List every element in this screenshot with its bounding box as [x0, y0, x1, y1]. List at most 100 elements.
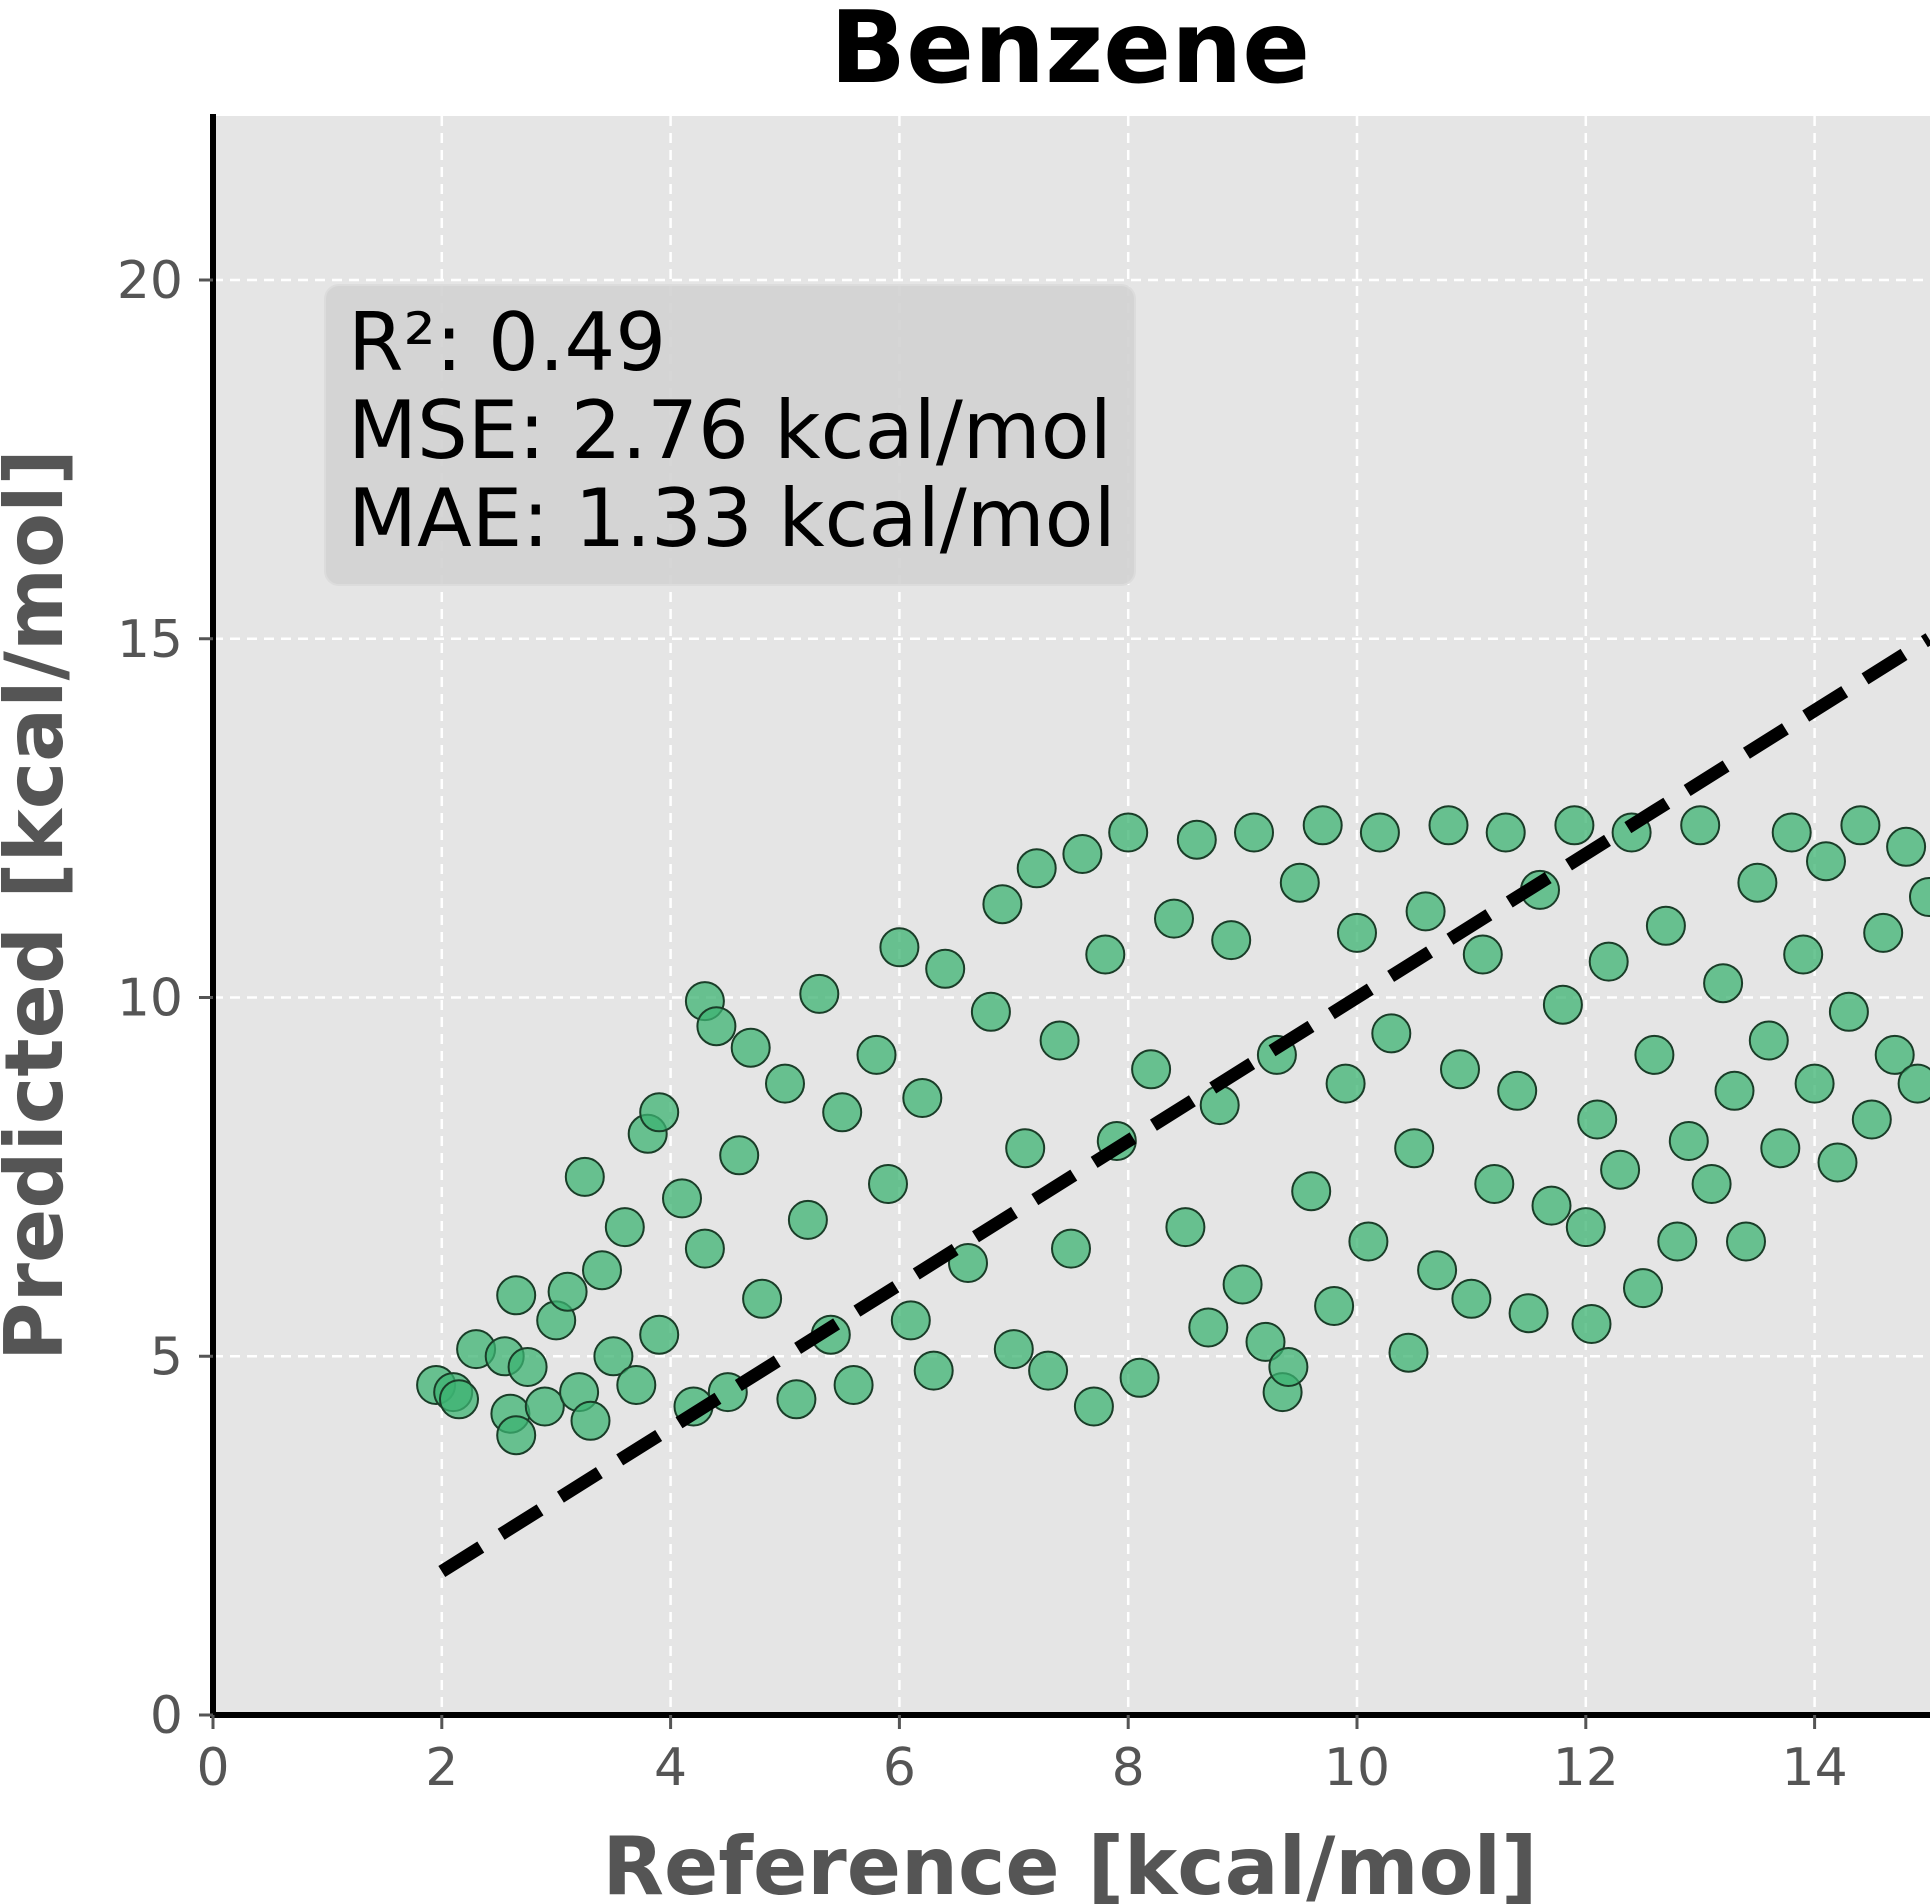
x-tick-label: 14	[1782, 1738, 1848, 1798]
data-point	[1794, 1063, 1835, 1104]
data-point	[1771, 812, 1812, 853]
data-point	[564, 1156, 605, 1197]
data-point	[1571, 1304, 1612, 1344]
data-point	[496, 1275, 537, 1316]
data-point	[1222, 1264, 1263, 1305]
data-point	[1188, 1307, 1229, 1348]
data-point	[1886, 826, 1927, 867]
data-point	[776, 1379, 817, 1420]
data-point	[1302, 805, 1343, 846]
data-point	[1600, 1149, 1641, 1190]
data-point	[604, 1207, 645, 1248]
data-point	[1348, 1221, 1389, 1262]
data-point	[1405, 891, 1446, 932]
data-point	[1325, 1063, 1366, 1104]
data-point	[1691, 1164, 1732, 1204]
data-point	[1028, 1350, 1069, 1391]
data-point	[1565, 1207, 1606, 1248]
data-point	[1760, 1128, 1801, 1169]
data-point	[1039, 1020, 1080, 1061]
data-point	[1417, 1250, 1458, 1291]
data-point	[1268, 1347, 1309, 1387]
data-point	[1828, 991, 1869, 1032]
data-point	[765, 1063, 805, 1104]
data-point	[1703, 963, 1744, 1004]
stats-mae: MAE: 1.33 kcal/mol	[348, 472, 1116, 565]
data-point	[570, 1400, 611, 1441]
data-point	[1199, 1085, 1240, 1126]
data-point	[1817, 1142, 1858, 1183]
grid-lines	[213, 116, 1930, 1715]
data-point	[822, 1092, 863, 1133]
data-point	[890, 1300, 931, 1341]
identity-line	[438, 633, 1930, 1578]
data-point	[1645, 905, 1686, 946]
data-point	[1119, 1357, 1160, 1398]
data-point	[1314, 1286, 1355, 1326]
y-tick-label: 20	[117, 251, 183, 311]
y-tick-label: 0	[150, 1686, 183, 1746]
data-point	[1154, 898, 1194, 939]
stats-mse: MSE: 2.76 kcal/mol	[348, 384, 1112, 477]
data-point	[547, 1271, 588, 1312]
data-point	[696, 1006, 737, 1047]
data-point	[1748, 1020, 1789, 1061]
data-point	[970, 991, 1011, 1032]
y-tick-label: 15	[117, 610, 183, 670]
x-tick-label: 2	[425, 1738, 458, 1798]
data-point	[868, 1164, 908, 1204]
data-point	[1108, 812, 1149, 853]
data-point	[616, 1365, 657, 1405]
data-point	[799, 973, 840, 1014]
data-point	[439, 1379, 479, 1420]
data-point	[1657, 1221, 1698, 1262]
data-point	[1680, 805, 1721, 846]
data-point	[1176, 819, 1217, 860]
data-point	[1726, 1221, 1766, 1262]
data-point	[787, 1199, 828, 1240]
data-point	[1851, 1099, 1892, 1140]
data-point	[1909, 877, 1930, 917]
data-point	[1874, 1034, 1915, 1075]
data-point	[1668, 1121, 1709, 1161]
data-point	[719, 1135, 760, 1176]
stats-r2: R²: 0.49	[348, 296, 666, 389]
y-tick-label: 10	[117, 969, 183, 1029]
data-point	[1783, 934, 1824, 975]
stats-box	[324, 284, 1136, 586]
x-tick-label: 4	[654, 1738, 687, 1798]
y-axis-ticks: 0 5 10 15 20	[117, 251, 213, 1746]
data-point	[1062, 834, 1103, 874]
data-point	[1554, 805, 1595, 846]
data-point	[993, 1329, 1034, 1370]
data-point	[1714, 1070, 1755, 1111]
x-tick-label: 10	[1324, 1738, 1390, 1798]
data-point	[1131, 1049, 1172, 1090]
data-point	[1388, 1332, 1429, 1373]
data-point	[982, 884, 1023, 925]
data-point	[1542, 984, 1583, 1025]
chart-title: Benzene	[830, 0, 1310, 106]
data-point	[496, 1415, 537, 1456]
x-axis-label: Reference [kcal/mol]	[602, 1820, 1537, 1904]
data-point	[582, 1250, 622, 1291]
data-point	[1440, 1049, 1480, 1090]
data-point	[902, 1078, 943, 1118]
data-point	[1337, 912, 1377, 953]
data-point	[1016, 848, 1057, 889]
data-point	[856, 1034, 897, 1075]
x-tick-label: 0	[196, 1738, 229, 1798]
data-point	[742, 1278, 783, 1319]
data-point	[1234, 812, 1274, 853]
data-point	[1245, 1321, 1286, 1362]
data-point	[833, 1365, 874, 1405]
data-point	[1291, 1171, 1332, 1212]
data-point	[1588, 941, 1629, 982]
data-point	[1005, 1128, 1046, 1169]
data-point	[507, 1347, 548, 1387]
data-point	[1073, 1386, 1114, 1427]
x-tick-label: 8	[1112, 1738, 1145, 1798]
data-point	[1279, 862, 1320, 903]
data-point	[684, 1228, 725, 1269]
data-point	[1371, 1013, 1412, 1054]
